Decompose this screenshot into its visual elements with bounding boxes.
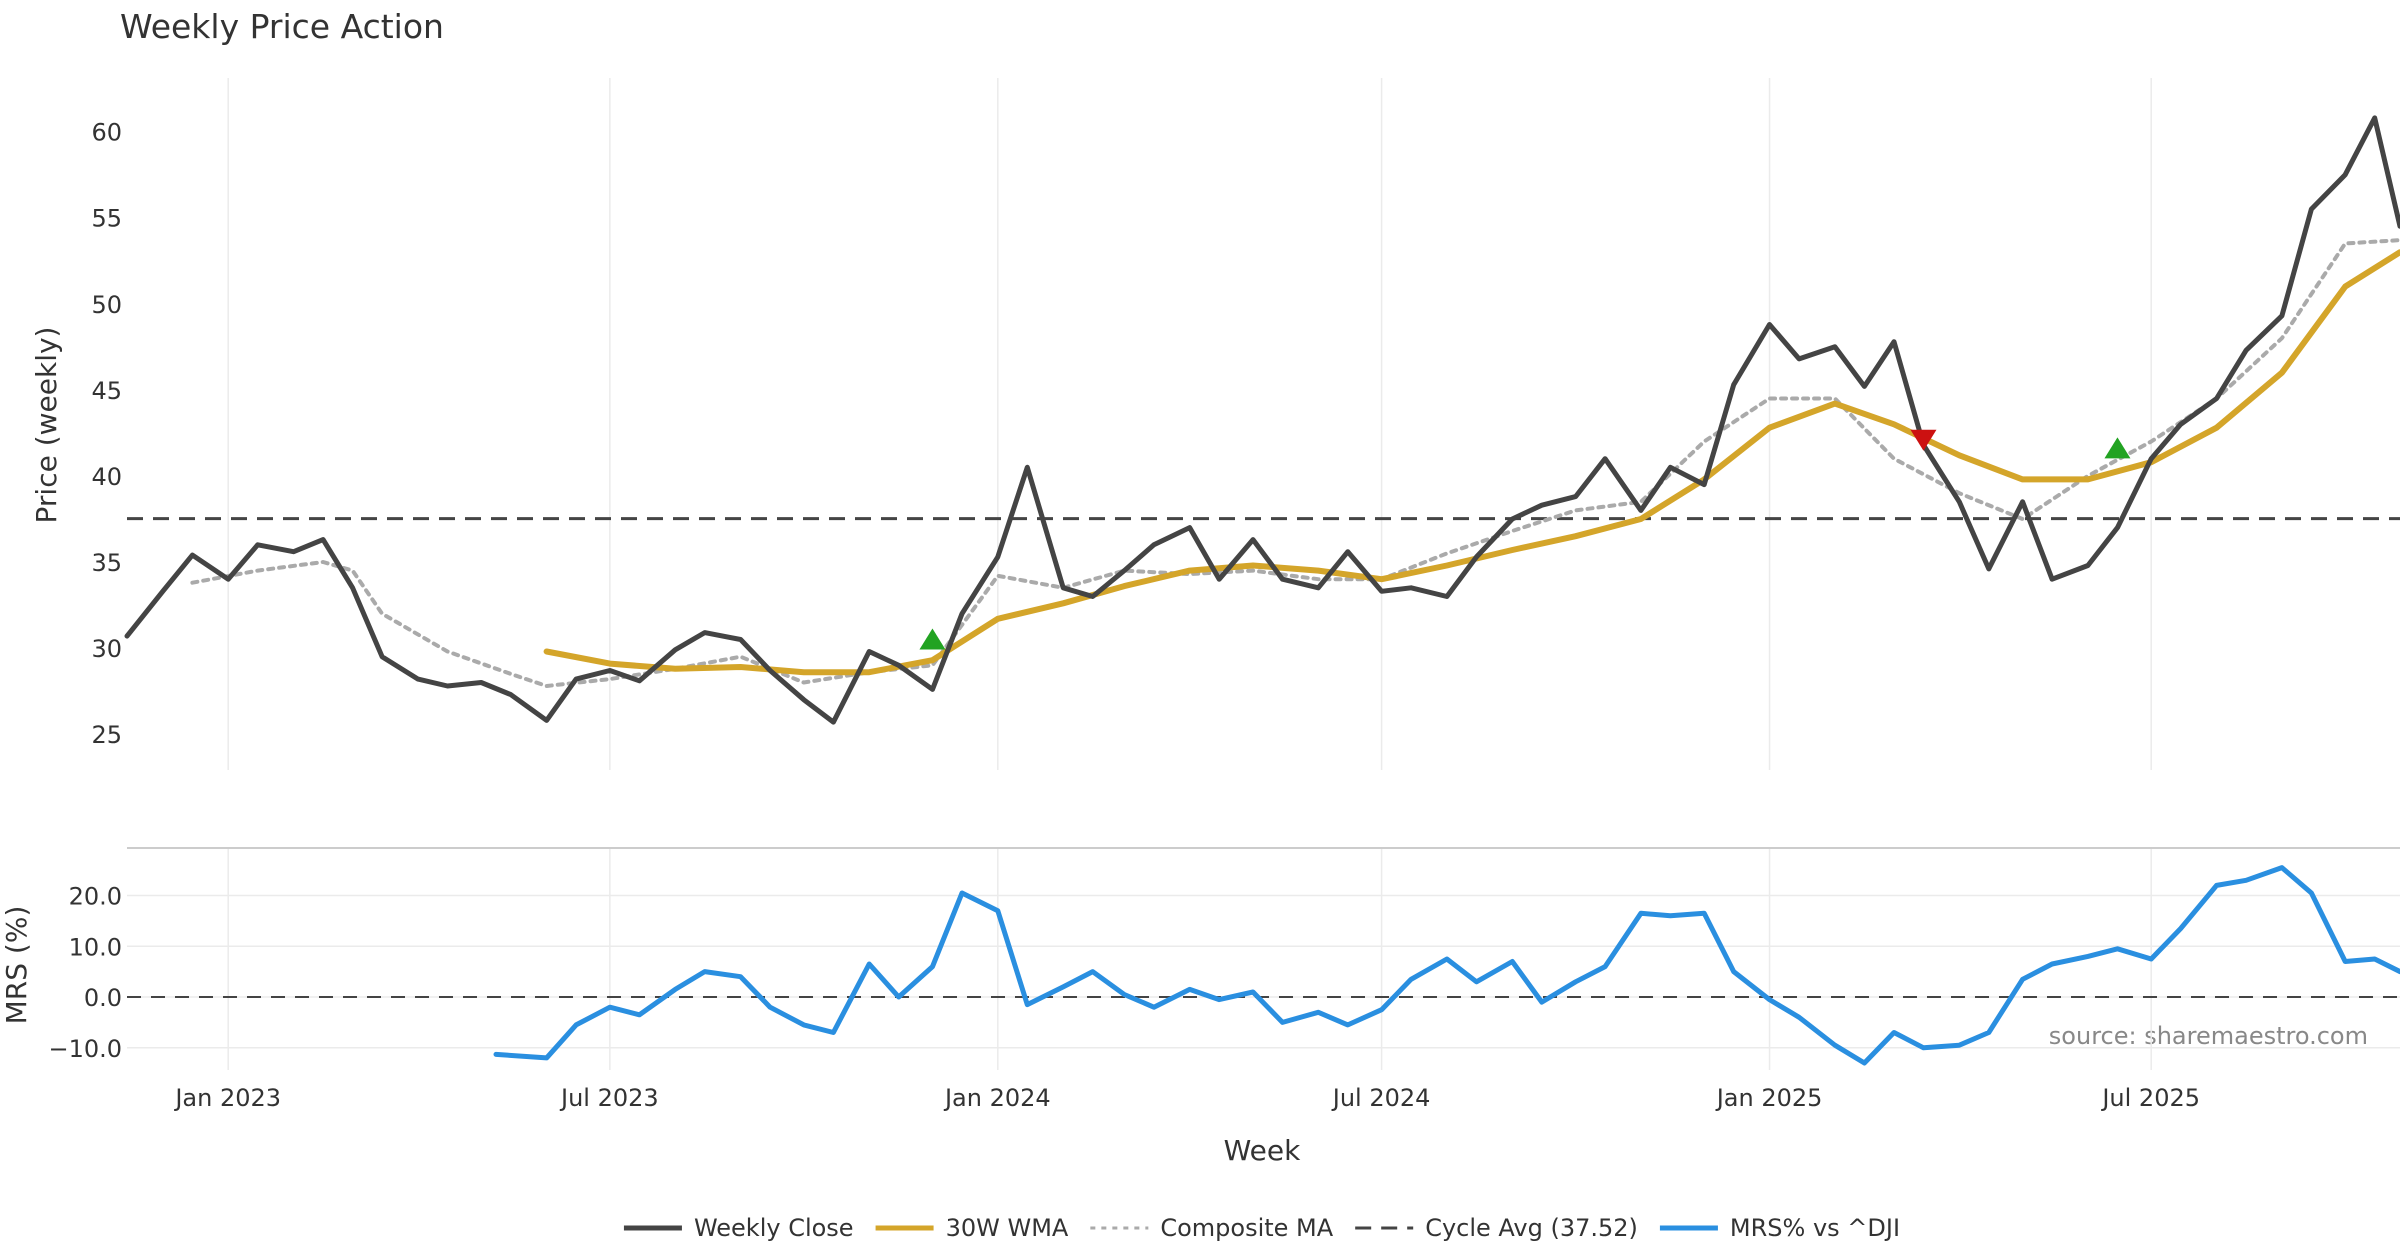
legend: Weekly Close 30W WMA Composite MA Cycle Avg… [623, 1214, 1900, 1242]
x-tick-label: Jul 2025 [2100, 1084, 2200, 1112]
source-note: source: sharemaestro.com [2049, 1022, 2368, 1050]
y-tick-label: 35 [91, 549, 122, 577]
legend-label: MRS% vs ^DJI [1730, 1214, 1900, 1242]
legend-label: Weekly Close [694, 1214, 854, 1242]
wma-30w-line [543, 249, 2400, 676]
mrs-tick-label: −10.0 [48, 1035, 122, 1063]
y-axis-label: Price (weekly) [30, 327, 63, 524]
y-tick-label: 60 [91, 119, 122, 147]
x-tick-label: Jan 2023 [173, 1084, 281, 1112]
x-tick-label: Jul 2023 [559, 1084, 659, 1112]
mrs-line [493, 865, 2400, 1066]
legend-entry: Weekly Close [623, 1214, 854, 1242]
mrs-axis-label: MRS (%) [0, 906, 33, 1025]
mrs-tick-label: 0.0 [84, 984, 122, 1012]
buy-signal-marker [2104, 437, 2131, 459]
x-tick-label: Jan 2024 [943, 1084, 1051, 1112]
legend-label: 30W WMA [946, 1214, 1069, 1242]
x-tick-label: Jan 2025 [1715, 1084, 1823, 1112]
x-tick-label: Jul 2024 [1331, 1084, 1431, 1112]
y-tick-label: 45 [91, 377, 122, 405]
weekly-close-line [124, 115, 2400, 725]
mrs-tick-label: 10.0 [69, 933, 122, 961]
legend-label: Composite MA [1160, 1214, 1333, 1242]
legend-entry: Cycle Avg (37.52) [1355, 1214, 1638, 1242]
y-tick-label: 30 [91, 635, 122, 663]
legend-label: Cycle Avg (37.52) [1425, 1214, 1638, 1242]
composite-ma-line [190, 238, 2400, 688]
x-axis-label: Week [1224, 1134, 1301, 1167]
legend-entry: Composite MA [1090, 1214, 1334, 1242]
legend-entry: MRS% vs ^DJI [1659, 1214, 1900, 1242]
y-tick-label: 25 [91, 721, 122, 749]
mrs-tick-label: 20.0 [69, 883, 122, 911]
y-tick-label: 50 [91, 291, 122, 319]
y-tick-label: 40 [91, 463, 122, 491]
chart-title: Weekly Price Action [120, 7, 444, 46]
plot-layer: Jan 2023 Jul 2023 Jan 2024 Jul 2024 Jan 2025… [48, 78, 2400, 1112]
sell-signal-marker [1910, 429, 1937, 451]
legend-entry: 30W WMA [875, 1214, 1069, 1242]
y-tick-label: 55 [91, 205, 122, 233]
buy-signal-marker [919, 628, 946, 650]
